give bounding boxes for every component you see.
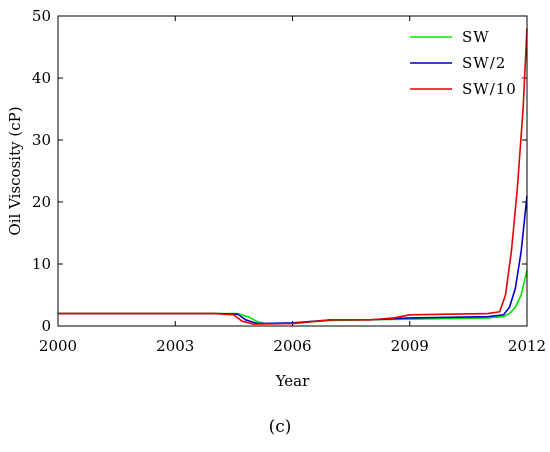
x-tick-label: 2012 — [508, 337, 546, 355]
series-line-sw-10 — [58, 28, 528, 325]
legend: SW SW/2 SW/10 — [410, 28, 517, 98]
y-tick-label: 0 — [41, 317, 51, 335]
legend-label-sw: SW — [462, 28, 490, 46]
figure-caption: (c) — [269, 417, 292, 437]
y-tick-label: 40 — [32, 69, 51, 87]
tick-layer: 2000 2003 2006 2009 2012 0 10 20 30 40 50 — [32, 7, 546, 355]
y-tick-label: 30 — [32, 131, 51, 149]
legend-label-sw-10: SW/10 — [462, 80, 517, 98]
series-line-sw-2 — [58, 195, 528, 325]
series-layer — [58, 28, 528, 325]
y-tick-label: 20 — [32, 193, 51, 211]
y-axis-title: Oil Viscosity (cP) — [6, 106, 24, 235]
x-tick-label: 2003 — [156, 337, 194, 355]
x-tick-label: 2000 — [39, 337, 77, 355]
y-tick-label: 50 — [32, 7, 51, 25]
x-tick-label: 2006 — [273, 337, 311, 355]
x-axis-title: Year — [275, 372, 310, 390]
series-line-sw — [58, 270, 528, 325]
x-tick-label: 2009 — [391, 337, 429, 355]
plot-frame — [57, 15, 528, 327]
legend-label-sw-2: SW/2 — [462, 54, 506, 72]
y-tick-label: 10 — [32, 255, 51, 273]
